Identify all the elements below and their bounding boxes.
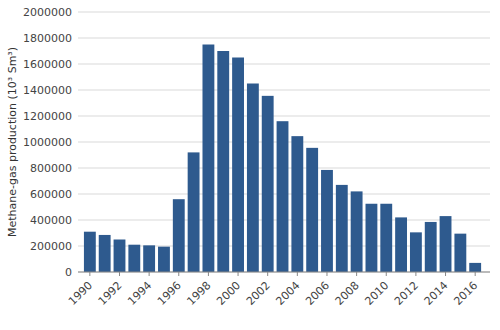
x-axis: 1990199219941996199820002002200420062008… [66, 272, 490, 308]
bar [188, 152, 200, 272]
y-tick-label: 1800000 [23, 32, 72, 45]
x-tick-label: 1996 [155, 279, 184, 308]
y-tick-label: 200000 [30, 240, 72, 253]
x-tick [386, 272, 387, 276]
y-tick-label: 1600000 [23, 58, 72, 71]
y-tick-label: 600000 [30, 188, 72, 201]
y-tick-label: 1000000 [23, 136, 72, 149]
x-tick [149, 272, 150, 276]
grid-line [78, 12, 490, 13]
bar [217, 51, 229, 272]
x-tick-label: 1990 [66, 279, 95, 308]
grid-line [78, 272, 490, 273]
x-tick [238, 272, 239, 276]
x-tick [208, 272, 209, 276]
y-tick-label: 400000 [30, 214, 72, 227]
x-tick [178, 272, 179, 276]
x-tick [267, 272, 268, 276]
x-tick-label: 2002 [244, 279, 273, 308]
bar [469, 263, 481, 272]
bar [84, 232, 96, 272]
y-axis: 0 200000 400000 600000 800000 1000000 1200000 1… [23, 6, 72, 279]
bar [395, 217, 407, 272]
x-axis-line [78, 272, 490, 273]
bar [440, 216, 452, 272]
bar [99, 235, 111, 272]
bar [114, 240, 126, 273]
grid-line [78, 38, 490, 39]
x-tick-label: 2008 [333, 279, 362, 308]
bar [277, 121, 289, 272]
y-axis-label: Methane-gas production (10³ Sm³) [6, 47, 19, 237]
x-tick-label: 1992 [96, 279, 125, 308]
x-tick-label: 2000 [214, 279, 243, 308]
grid-line [78, 116, 490, 117]
y-tick-label: 2000000 [23, 6, 72, 19]
bar [454, 234, 466, 272]
x-tick [326, 272, 327, 276]
bar [366, 204, 378, 272]
bar [202, 45, 214, 273]
y-tick-label: 800000 [30, 162, 72, 175]
x-tick-label: 1998 [185, 279, 214, 308]
x-tick-label: 2010 [362, 279, 391, 308]
chart-svg: 0 200000 400000 600000 800000 1000000 1200000 1… [0, 0, 500, 330]
bar [336, 185, 348, 272]
x-tick-label: 1994 [125, 279, 154, 308]
x-tick-label: 2012 [392, 279, 421, 308]
x-tick [89, 272, 90, 276]
bar [425, 222, 437, 272]
grid-line [78, 64, 490, 65]
x-tick [475, 272, 476, 276]
y-tick-label: 1400000 [23, 84, 72, 97]
y-grid [78, 12, 490, 272]
bar [380, 204, 392, 272]
y-tick-label: 0 [65, 266, 72, 279]
grid-line [78, 90, 490, 91]
x-tick [445, 272, 446, 276]
x-tick [297, 272, 298, 276]
y-tick-label: 1200000 [23, 110, 72, 123]
chart-container: 0 200000 400000 600000 800000 1000000 1200000 1… [0, 0, 500, 330]
bar [173, 199, 185, 272]
bar [351, 191, 363, 272]
bar [232, 58, 244, 273]
bar [158, 247, 170, 272]
x-tick [119, 272, 120, 276]
bar [247, 84, 259, 273]
bar [321, 170, 333, 272]
bar [128, 245, 140, 272]
x-tick-label: 2014 [422, 279, 451, 308]
x-tick [356, 272, 357, 276]
x-tick-label: 2016 [451, 279, 480, 308]
bar [410, 232, 422, 272]
x-tick [415, 272, 416, 276]
bars [84, 45, 481, 273]
bar [262, 96, 274, 272]
bar [306, 148, 318, 272]
bar [291, 136, 303, 272]
x-tick-label: 2004 [273, 279, 302, 308]
bar [143, 245, 155, 272]
x-tick-label: 2006 [303, 279, 332, 308]
